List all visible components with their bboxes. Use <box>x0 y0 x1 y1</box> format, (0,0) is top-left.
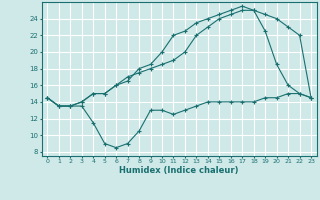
X-axis label: Humidex (Indice chaleur): Humidex (Indice chaleur) <box>119 166 239 175</box>
